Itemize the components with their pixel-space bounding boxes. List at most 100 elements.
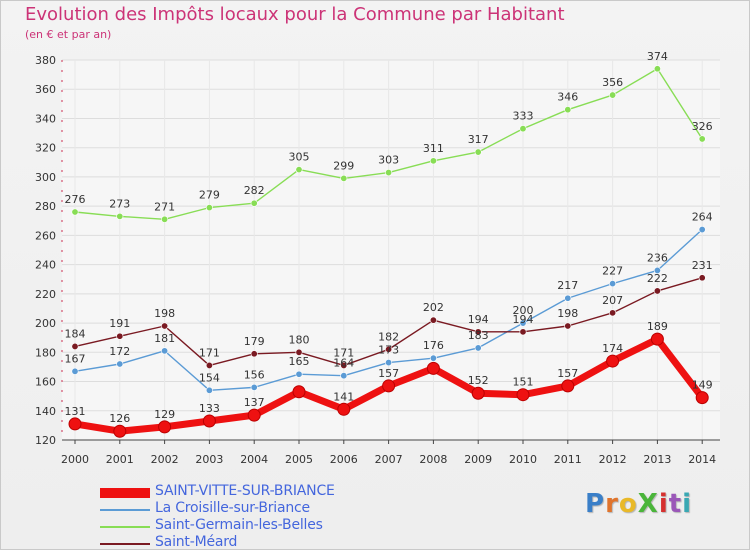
data-label: 180 <box>289 333 310 346</box>
legend-label: Saint-Méard <box>155 534 238 550</box>
data-label: 356 <box>602 76 623 89</box>
y-tick-label: 300 <box>35 171 56 184</box>
y-tick-label: 180 <box>35 346 56 359</box>
data-label: 129 <box>154 408 175 421</box>
data-point <box>561 379 575 393</box>
data-label: 141 <box>333 390 354 403</box>
data-label: 126 <box>109 412 130 425</box>
data-point <box>385 359 393 367</box>
legend-swatch <box>100 526 150 528</box>
data-label: 276 <box>65 193 86 206</box>
data-label: 346 <box>557 91 578 104</box>
data-label: 183 <box>468 329 489 342</box>
data-point <box>385 345 393 353</box>
data-point <box>340 361 348 369</box>
data-point <box>161 215 169 223</box>
x-tick-label: 2011 <box>554 453 582 466</box>
data-point <box>516 388 530 402</box>
data-label: 198 <box>557 307 578 320</box>
data-label: 182 <box>378 330 399 343</box>
data-label: 202 <box>423 301 444 314</box>
legend-label: La Croisille-sur-Briance <box>155 500 310 516</box>
data-label: 303 <box>378 154 399 167</box>
x-tick-label: 2013 <box>643 453 671 466</box>
data-point <box>609 309 617 317</box>
data-label: 198 <box>154 307 175 320</box>
y-tick-label: 360 <box>35 83 56 96</box>
data-point <box>698 226 706 234</box>
data-point <box>695 391 709 405</box>
data-point <box>250 199 258 207</box>
data-point <box>653 287 661 295</box>
x-tick-label: 2012 <box>599 453 627 466</box>
data-label: 167 <box>65 352 86 365</box>
y-tick-label: 140 <box>35 405 56 418</box>
data-point <box>247 408 261 422</box>
legend-label: Saint-Germain-les-Belles <box>155 517 323 533</box>
data-point <box>337 402 351 416</box>
data-label: 317 <box>468 133 489 146</box>
data-point <box>471 386 485 400</box>
data-label: 157 <box>378 367 399 380</box>
data-label: 174 <box>602 342 623 355</box>
data-point <box>113 424 127 438</box>
data-point <box>205 204 213 212</box>
y-tick-label: 340 <box>35 112 56 125</box>
logo-letter: t <box>668 489 683 519</box>
x-tick-label: 2008 <box>419 453 447 466</box>
proxiti-logo[interactable]: ProXiti <box>585 489 692 519</box>
logo-letter: i <box>658 489 669 519</box>
data-point <box>653 266 661 274</box>
data-label: 217 <box>557 279 578 292</box>
x-tick-label: 2003 <box>195 453 223 466</box>
data-point <box>292 385 306 399</box>
legend-label: SAINT-VITTE-SUR-BRIANCE <box>155 483 335 499</box>
data-label: 165 <box>289 355 310 368</box>
x-tick-label: 2014 <box>688 453 716 466</box>
data-label: 164 <box>333 357 354 370</box>
data-point <box>205 361 213 369</box>
data-point <box>116 212 124 220</box>
data-point <box>250 383 258 391</box>
data-point <box>426 361 440 375</box>
data-point <box>116 332 124 340</box>
data-label: 151 <box>513 376 534 389</box>
data-label: 189 <box>647 320 668 333</box>
data-label: 200 <box>513 304 534 317</box>
data-label: 149 <box>692 379 713 392</box>
data-point <box>474 148 482 156</box>
data-label: 194 <box>513 313 534 326</box>
x-tick-label: 2007 <box>375 453 403 466</box>
legend-swatch <box>100 543 150 545</box>
data-label: 137 <box>244 396 265 409</box>
y-tick-label: 120 <box>35 434 56 447</box>
legend-swatch <box>100 488 150 498</box>
y-tick-label: 220 <box>35 288 56 301</box>
x-tick-label: 2000 <box>61 453 89 466</box>
data-point <box>161 347 169 355</box>
x-tick-label: 2006 <box>330 453 358 466</box>
data-label: 173 <box>378 344 399 357</box>
data-point <box>429 157 437 165</box>
data-point <box>650 332 664 346</box>
data-label: 333 <box>513 110 534 123</box>
data-point <box>474 344 482 352</box>
data-label: 131 <box>65 405 86 418</box>
data-label: 179 <box>244 335 265 348</box>
data-label: 194 <box>468 313 489 326</box>
data-point <box>519 328 527 336</box>
data-point <box>564 106 572 114</box>
data-label: 181 <box>154 332 175 345</box>
y-tick-label: 240 <box>35 259 56 272</box>
data-label: 154 <box>199 371 220 384</box>
y-tick-label: 260 <box>35 229 56 242</box>
data-label: 152 <box>468 374 489 387</box>
logo-letter: o <box>618 489 638 519</box>
chart-title: Evolution des Impôts locaux pour la Comm… <box>25 4 565 25</box>
data-label: 236 <box>647 251 668 264</box>
data-point <box>698 274 706 282</box>
data-label: 222 <box>647 272 668 285</box>
data-label: 191 <box>109 317 130 330</box>
data-point <box>295 370 303 378</box>
data-point <box>161 322 169 330</box>
